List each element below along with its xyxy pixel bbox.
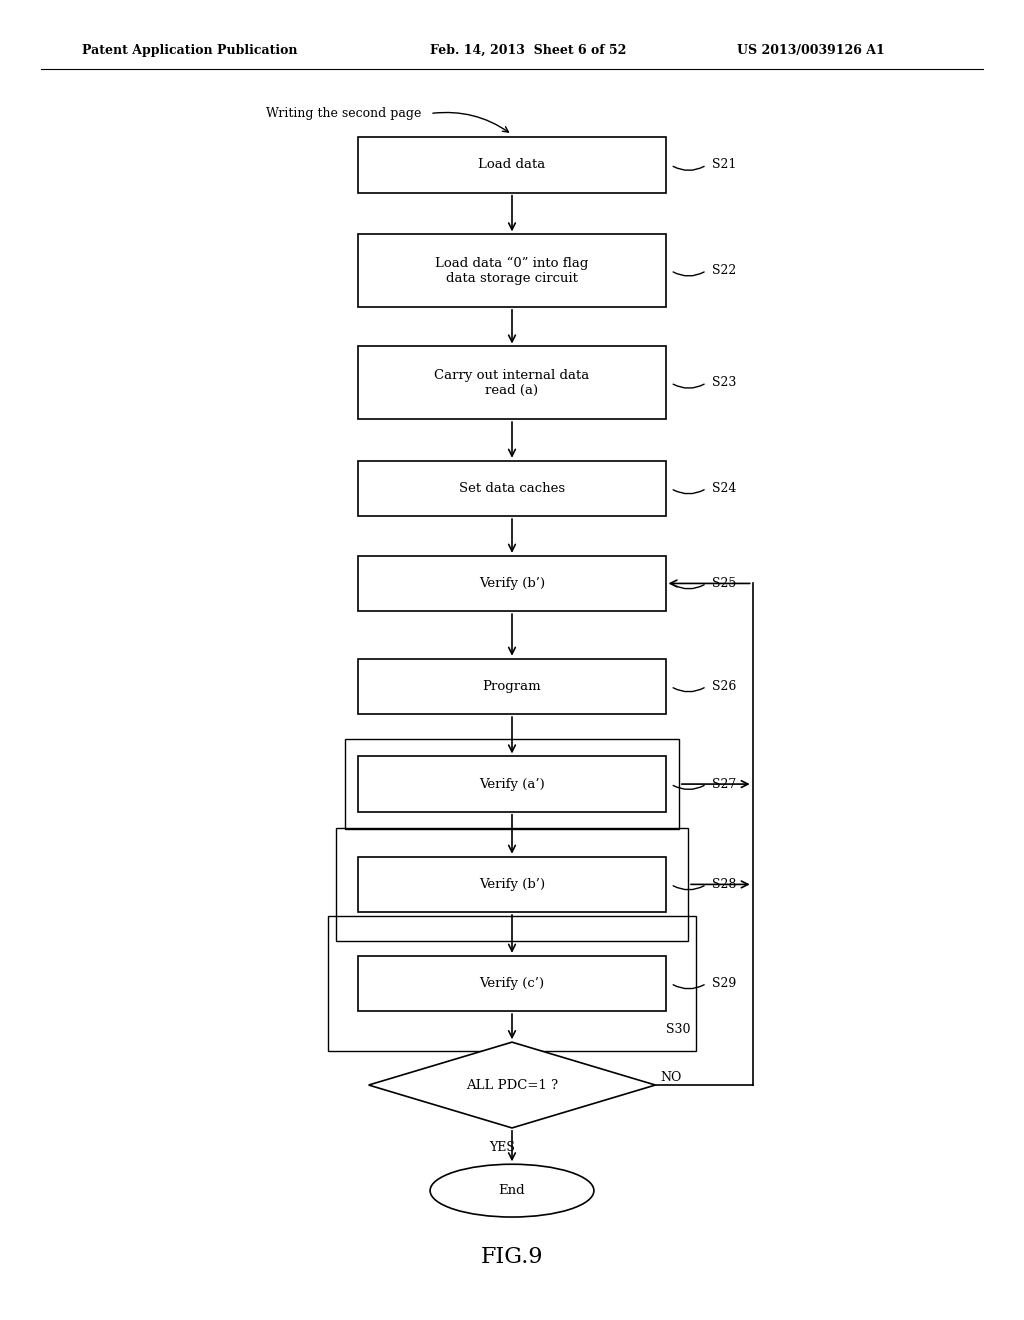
Text: Verify (b’): Verify (b’) (479, 878, 545, 891)
Text: Set data caches: Set data caches (459, 482, 565, 495)
Text: Verify (a’): Verify (a’) (479, 777, 545, 791)
Ellipse shape (430, 1164, 594, 1217)
FancyBboxPatch shape (358, 956, 666, 1011)
FancyBboxPatch shape (358, 461, 666, 516)
Text: NO: NO (660, 1071, 682, 1084)
Text: S29: S29 (712, 977, 736, 990)
Text: ALL PDC=1 ?: ALL PDC=1 ? (466, 1078, 558, 1092)
Text: Carry out internal data
read (a): Carry out internal data read (a) (434, 368, 590, 397)
Text: FIG.9: FIG.9 (480, 1246, 544, 1267)
FancyBboxPatch shape (358, 857, 666, 912)
FancyBboxPatch shape (358, 659, 666, 714)
Text: S24: S24 (712, 482, 736, 495)
Text: S25: S25 (712, 577, 736, 590)
Text: End: End (499, 1184, 525, 1197)
Text: S28: S28 (712, 878, 736, 891)
FancyBboxPatch shape (358, 235, 666, 306)
Text: Writing the second page: Writing the second page (266, 107, 422, 120)
Polygon shape (369, 1043, 655, 1127)
Text: Program: Program (482, 680, 542, 693)
Text: US 2013/0039126 A1: US 2013/0039126 A1 (737, 44, 885, 57)
Text: S26: S26 (712, 680, 736, 693)
Text: Verify (b’): Verify (b’) (479, 577, 545, 590)
Text: Verify (c’): Verify (c’) (479, 977, 545, 990)
Text: Feb. 14, 2013  Sheet 6 of 52: Feb. 14, 2013 Sheet 6 of 52 (430, 44, 627, 57)
Text: YES: YES (488, 1140, 515, 1154)
Text: Load data: Load data (478, 158, 546, 172)
Text: S30: S30 (666, 1023, 690, 1035)
Text: Patent Application Publication: Patent Application Publication (82, 44, 297, 57)
Text: S21: S21 (712, 158, 736, 172)
FancyBboxPatch shape (358, 756, 666, 812)
Text: Load data “0” into flag
data storage circuit: Load data “0” into flag data storage cir… (435, 256, 589, 285)
FancyBboxPatch shape (358, 137, 666, 193)
FancyBboxPatch shape (358, 556, 666, 611)
Text: S23: S23 (712, 376, 736, 389)
Text: S22: S22 (712, 264, 736, 277)
FancyBboxPatch shape (358, 346, 666, 420)
Text: S27: S27 (712, 777, 736, 791)
